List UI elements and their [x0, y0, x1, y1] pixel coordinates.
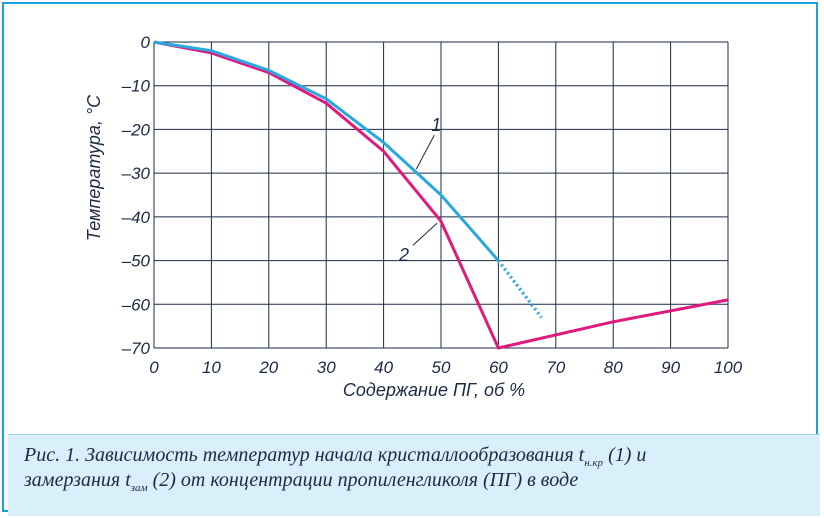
caption-t-symbol-2: t: [125, 469, 131, 491]
series-callouts: 12: [398, 115, 441, 265]
series-2-line: [153, 40, 729, 350]
x-tick-label: 100: [714, 358, 743, 377]
y-axis-label: Температура, °С: [84, 94, 104, 241]
tick-labels: 0 10 20 30 40 50 60 70 80 90 100 0 –10 –20 –30 –40 –50 –6…: [121, 33, 743, 377]
series-1-number: 1: [431, 115, 441, 135]
caption-subscript-nkr: н.кр: [584, 457, 604, 469]
series-1-line: [153, 40, 500, 262]
x-tick-label: 20: [258, 358, 278, 377]
x-tick-label: 40: [374, 358, 393, 377]
x-tick-label: 80: [604, 358, 623, 377]
caption-t-symbol-1: t: [578, 444, 585, 466]
x-tick-label: 90: [661, 358, 680, 377]
figure-caption: Рис. 1. Зависимость температур начала кр…: [8, 434, 820, 516]
y-tick-label: –20: [121, 120, 151, 139]
caption-text-2: (1) и: [603, 444, 647, 466]
x-tick-label: 30: [317, 358, 336, 377]
grid: [153, 41, 729, 349]
x-tick-label: 60: [489, 358, 508, 377]
y-tick-label: –40: [121, 208, 151, 227]
x-axis-label: Содержание ПГ, об %: [343, 380, 525, 400]
series-1-extrapolation: [497, 259, 543, 319]
caption-text-1: Рис. 1. Зависимость температур начала кр…: [24, 444, 579, 466]
y-tick-label: 0: [141, 33, 151, 52]
y-tick-label: –50: [121, 252, 151, 271]
line-chart: 0 10 20 30 40 50 60 70 80 90 100 0 –10 –20 –30 –40 –50 –6…: [84, 33, 743, 400]
y-tick-label: –70: [121, 339, 151, 358]
x-tick-label: 10: [202, 358, 221, 377]
y-tick-label: –10: [121, 77, 151, 96]
caption-subscript-zam: зам: [130, 482, 148, 494]
caption-text-4: (2) от концентрации пропиленгликоля (ПГ)…: [147, 469, 579, 491]
y-tick-label: –30: [121, 164, 151, 183]
caption-text-3: замерзания: [24, 469, 126, 491]
x-tick-label: 50: [432, 358, 451, 377]
series-2-leader-line: [412, 222, 438, 246]
series-2-number: 2: [398, 245, 409, 265]
x-tick-label: 0: [149, 358, 159, 377]
series-lines: [153, 40, 729, 350]
series-1-leader-line: [415, 134, 435, 170]
x-tick-label: 70: [546, 358, 565, 377]
y-tick-label: –60: [121, 295, 151, 314]
